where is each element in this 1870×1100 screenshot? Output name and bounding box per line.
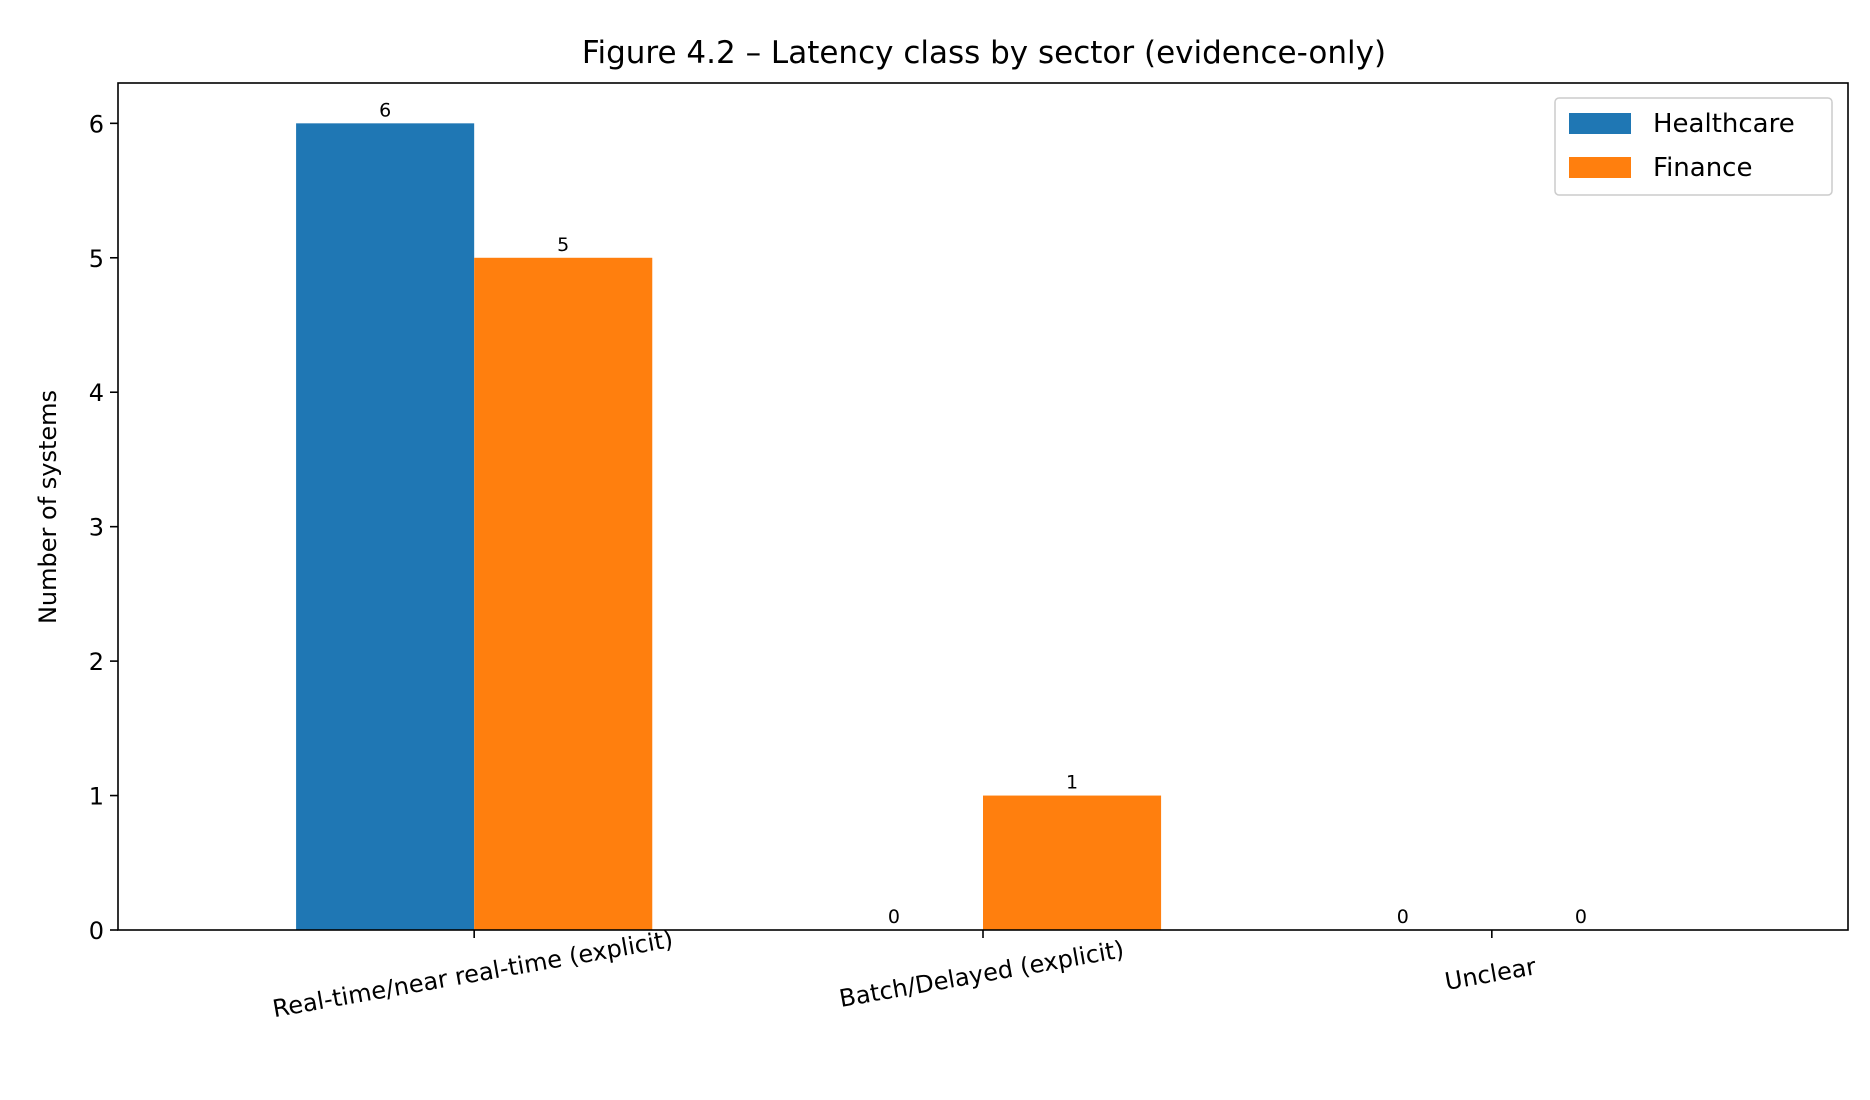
bar-finance-1	[983, 795, 1162, 930]
bar-value-label: 0	[888, 906, 900, 928]
y-tick-label: 0	[89, 917, 104, 945]
legend: Healthcare Finance	[1554, 97, 1833, 196]
bar-healthcare-0	[296, 123, 475, 931]
y-tick-label: 2	[89, 648, 104, 676]
y-tick-label: 4	[89, 379, 104, 407]
bar-value-label: 1	[1066, 772, 1078, 794]
y-tick-label: 3	[89, 514, 104, 542]
legend-label-healthcare: Healthcare	[1653, 109, 1795, 139]
bar-value-label: 5	[557, 234, 569, 256]
bar-finance-0	[474, 257, 653, 930]
y-tick-label: 6	[89, 110, 104, 138]
chart-title: Figure 4.2 – Latency class by sector (ev…	[582, 35, 1386, 71]
bar-value-label: 0	[1575, 906, 1587, 928]
y-axis: 0 1 2 3 4 5 6	[89, 110, 118, 945]
y-tick-label: 5	[89, 245, 104, 273]
x-tick-label: Unclear	[1443, 952, 1539, 996]
bar-value-label: 0	[1397, 906, 1409, 928]
legend-swatch-finance	[1569, 157, 1631, 178]
x-tick-label: Real-time/near real-time (explicit)	[270, 925, 675, 1023]
plot-frame	[117, 82, 1849, 931]
legend-swatch-healthcare	[1569, 113, 1631, 134]
x-axis: Real-time/near real-time (explicit) Batch…	[270, 925, 1538, 1023]
y-axis-label: Number of systems	[34, 390, 62, 624]
bars-group	[296, 123, 1162, 931]
bar-value-label: 6	[379, 99, 391, 121]
legend-label-finance: Finance	[1653, 153, 1752, 183]
x-tick-label: Batch/Delayed (explicit)	[837, 935, 1126, 1013]
y-tick-label: 1	[89, 783, 104, 811]
